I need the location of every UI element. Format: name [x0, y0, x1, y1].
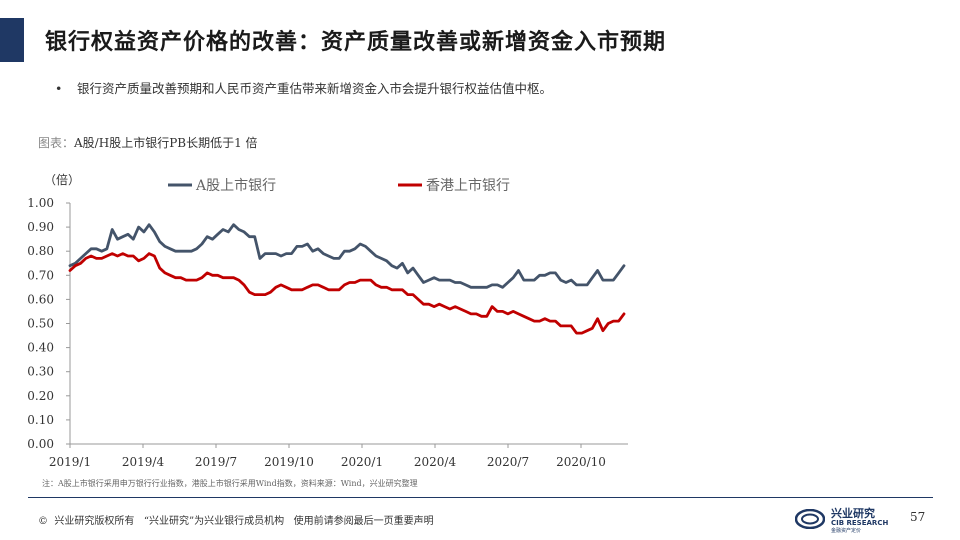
footer-copyright: © 兴业研究版权所有 “兴业研究”为兴业银行成员机构 使用前请参阅最后一页重要声…	[38, 516, 434, 527]
chart-note: 注：A股上市银行采用申万银行行业指数，港股上市银行采用Wind指数，资料来源：W…	[42, 479, 418, 488]
caption-prefix: 图表：	[38, 136, 75, 150]
series-line-1	[68, 252, 626, 335]
y-tick-label: 1.00	[27, 196, 54, 210]
x-tick-label: 2019/10	[264, 455, 314, 469]
x-tick-label: 2019/7	[195, 455, 237, 469]
bullet-dot: •	[55, 81, 63, 96]
footer-divider	[28, 497, 933, 498]
chart-legend: A股上市银行 香港上市银行	[168, 177, 510, 194]
page-number: 57	[910, 510, 926, 524]
x-tick-label: 2019/1	[49, 455, 91, 469]
bullet-text: 银行资产质量改善预期和人民币资产重估带来新增资金入市会提升银行权益估值中枢。	[77, 81, 553, 96]
logo-sub-text: 金融资产定价	[831, 528, 862, 534]
caption-text: A股/H股上市银行PB长期低于1 倍	[74, 136, 258, 150]
bullet-point: • 银行资产质量改善预期和人民币资产重估带来新增资金入市会提升银行权益估值中枢。	[55, 78, 552, 97]
legend-label-0: A股上市银行	[195, 177, 276, 194]
logo-cn-text: 兴业研究	[831, 507, 875, 520]
x-tick-label: 2020/10	[556, 455, 606, 469]
y-tick-label: 0.30	[27, 365, 54, 379]
title-accent	[0, 18, 24, 62]
title-bar: 银行权益资产价格的改善：资产质量改善或新增资金入市预期	[0, 18, 960, 62]
y-tick-label: 0.20	[27, 389, 54, 403]
chart-axes: 0.00 0.10 0.20 0.30 0.40 0.50 0.60 0.70 0.80 0.90…	[27, 172, 628, 469]
y-tick-label: 0.90	[27, 220, 54, 234]
slide-title: 银行权益资产价格的改善：资产质量改善或新增资金入市预期	[45, 29, 667, 55]
logo-en-text: CIB RESEARCH	[831, 519, 889, 527]
y-tick-label: 0.50	[27, 317, 54, 331]
x-tick-label: 2020/7	[487, 455, 529, 469]
chart-lines	[68, 223, 626, 335]
x-tick-label: 2019/4	[122, 455, 165, 469]
y-tick-label: 0.00	[27, 437, 54, 451]
logo-mark-icon	[795, 509, 825, 529]
legend-label-1: 香港上市银行	[426, 177, 510, 194]
y-axis-label: （倍）	[44, 172, 80, 187]
y-tick-label: 0.60	[27, 292, 54, 306]
cib-logo: 兴业研究 CIB RESEARCH 金融资产定价	[795, 503, 905, 535]
y-tick-label: 0.40	[27, 341, 54, 355]
x-tick-label: 2020/4	[414, 455, 457, 469]
series-line-0	[68, 223, 626, 289]
y-tick-label: 0.10	[27, 413, 54, 427]
figure-caption: 图表：A股/H股上市银行PB长期低于1 倍	[38, 134, 258, 151]
pb-line-chart: 0.00 0.10 0.20 0.30 0.40 0.50 0.60 0.70 0.80 0.90…	[27, 172, 628, 469]
y-tick-label: 0.80	[27, 244, 54, 258]
y-tick-label: 0.70	[27, 268, 54, 282]
x-tick-label: 2020/1	[341, 455, 383, 469]
